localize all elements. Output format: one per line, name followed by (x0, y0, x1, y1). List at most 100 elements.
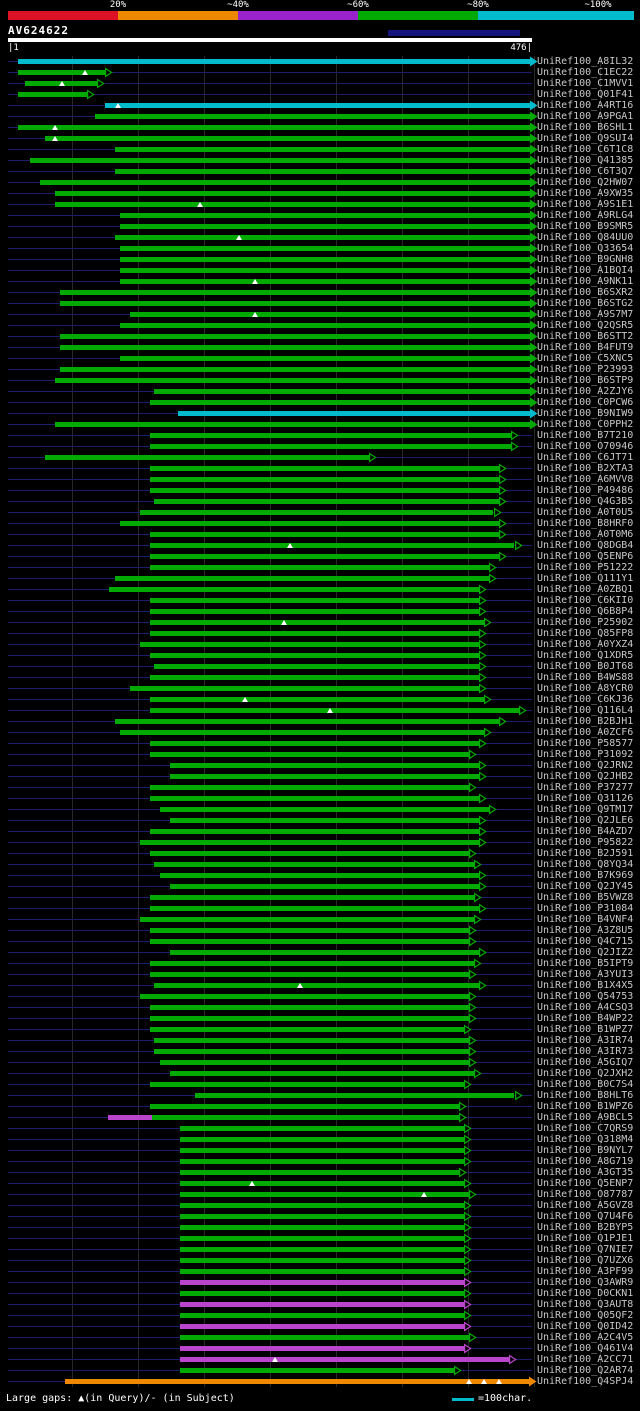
alignment-bar[interactable] (169, 950, 480, 955)
hit-label[interactable]: UniRef100_B9NYL7 (537, 1145, 634, 1156)
hit-label[interactable]: UniRef100_P31092 (537, 749, 634, 760)
alignment-bar[interactable] (45, 136, 530, 141)
alignment-bar[interactable] (179, 1247, 464, 1252)
hit-label[interactable]: UniRef100_B6SXR2 (537, 287, 634, 298)
hit-label[interactable]: UniRef100_Q111Y1 (537, 573, 634, 584)
alignment-bar[interactable] (150, 444, 512, 449)
alignment-bar[interactable] (114, 169, 530, 174)
hit-label[interactable]: UniRef100_O87787 (537, 1189, 634, 1200)
alignment-bar[interactable] (179, 1258, 464, 1263)
alignment-bar[interactable] (179, 1280, 464, 1285)
hit-label[interactable]: UniRef100_Q54753 (537, 991, 634, 1002)
alignment-bar[interactable] (150, 752, 470, 757)
hit-label[interactable]: UniRef100_Q1XDR5 (537, 650, 634, 661)
hit-label[interactable]: UniRef100_Q7NIE7 (537, 1244, 634, 1255)
alignment-bar[interactable] (150, 851, 470, 856)
alignment-bar[interactable] (65, 1379, 529, 1384)
hit-label[interactable]: UniRef100_Q4G3B5 (537, 496, 634, 507)
alignment-bar[interactable] (108, 1115, 153, 1120)
hit-label[interactable]: UniRef100_B6STG2 (537, 298, 634, 309)
hit-label[interactable]: UniRef100_C6KII0 (537, 595, 634, 606)
hit-label[interactable]: UniRef100_B2BYP5 (537, 1222, 634, 1233)
hit-label[interactable]: UniRef100_A3IR73 (537, 1046, 634, 1057)
alignment-bar[interactable] (150, 609, 480, 614)
alignment-bar[interactable] (120, 224, 530, 229)
alignment-bar[interactable] (150, 1027, 464, 1032)
alignment-bar[interactable] (59, 301, 530, 306)
alignment-bar[interactable] (150, 488, 499, 493)
alignment-bar[interactable] (179, 1225, 464, 1230)
alignment-bar[interactable] (179, 1346, 464, 1351)
hit-label[interactable]: UniRef100_Q5ENP7 (537, 1178, 634, 1189)
hit-label[interactable]: UniRef100_Q318M4 (537, 1134, 634, 1145)
hit-label[interactable]: UniRef100_P25902 (537, 617, 634, 628)
alignment-bar[interactable] (150, 653, 480, 658)
hit-label[interactable]: UniRef100_B4WP22 (537, 1013, 634, 1024)
hit-label[interactable]: UniRef100_B6STP9 (537, 375, 634, 386)
hit-label[interactable]: UniRef100_A3PF99 (537, 1266, 634, 1277)
hit-label[interactable]: UniRef100_A0ZCF6 (537, 727, 634, 738)
alignment-bar[interactable] (130, 312, 530, 317)
alignment-bar[interactable] (30, 158, 530, 163)
hit-label[interactable]: UniRef100_A3IR74 (537, 1035, 634, 1046)
alignment-bar[interactable] (154, 499, 499, 504)
alignment-bar[interactable] (130, 686, 480, 691)
alignment-bar[interactable] (169, 884, 480, 889)
hit-label[interactable]: UniRef100_C0PPH2 (537, 419, 634, 430)
alignment-bar[interactable] (150, 543, 515, 548)
hit-label[interactable]: UniRef100_B6SHL1 (537, 122, 634, 133)
alignment-bar[interactable] (150, 1082, 464, 1087)
hit-label[interactable]: UniRef100_Q4C715 (537, 936, 634, 947)
hit-label[interactable]: UniRef100_A9XW35 (537, 188, 634, 199)
hit-label[interactable]: UniRef100_A8YCR0 (537, 683, 634, 694)
hit-label[interactable]: UniRef100_A9RLG4 (537, 210, 634, 221)
alignment-bar[interactable] (55, 191, 530, 196)
hit-label[interactable]: UniRef100_Q2JIZ2 (537, 947, 634, 958)
alignment-bar[interactable] (150, 631, 480, 636)
alignment-bar[interactable] (150, 1104, 460, 1109)
hit-label[interactable]: UniRef100_C6KJ36 (537, 694, 634, 705)
alignment-bar[interactable] (120, 213, 530, 218)
alignment-bar[interactable] (150, 796, 480, 801)
hit-label[interactable]: UniRef100_A0ZBQ1 (537, 584, 634, 595)
hit-label[interactable]: UniRef100_A0YXZ4 (537, 639, 634, 650)
alignment-bar[interactable] (150, 972, 470, 977)
alignment-bar[interactable] (55, 378, 530, 383)
alignment-bar[interactable] (154, 1049, 470, 1054)
alignment-bar[interactable] (17, 92, 88, 97)
alignment-bar[interactable] (55, 202, 530, 207)
hit-label[interactable]: UniRef100_Q85FP8 (537, 628, 634, 639)
alignment-bar[interactable] (120, 246, 530, 251)
alignment-bar[interactable] (39, 180, 530, 185)
hit-label[interactable]: UniRef100_B1WPZ6 (537, 1101, 634, 1112)
alignment-bar[interactable] (120, 521, 500, 526)
alignment-bar[interactable] (150, 928, 470, 933)
hit-label[interactable]: UniRef100_B2J591 (537, 848, 634, 859)
alignment-bar[interactable] (114, 147, 530, 152)
hit-label[interactable]: UniRef100_B2XTA3 (537, 463, 634, 474)
alignment-bar[interactable] (169, 1071, 474, 1076)
hit-label[interactable]: UniRef100_C7QRS9 (537, 1123, 634, 1134)
hit-label[interactable]: UniRef100_A5GIQ7 (537, 1057, 634, 1068)
alignment-bar[interactable] (17, 125, 530, 130)
alignment-bar[interactable] (114, 576, 490, 581)
hit-label[interactable]: UniRef100_Q7UZX6 (537, 1255, 634, 1266)
hit-label[interactable]: UniRef100_A1BQI4 (537, 265, 634, 276)
alignment-bar[interactable] (59, 290, 530, 295)
alignment-bar[interactable] (179, 1269, 464, 1274)
hit-label[interactable]: UniRef100_Q2JHB2 (537, 771, 634, 782)
hit-label[interactable]: UniRef100_B1X4X5 (537, 980, 634, 991)
alignment-bar[interactable] (17, 70, 105, 75)
alignment-bar[interactable] (150, 1005, 470, 1010)
hit-label[interactable]: UniRef100_Q4SPJ4 (537, 1376, 634, 1387)
hit-label[interactable]: UniRef100_P95822 (537, 837, 634, 848)
hit-label[interactable]: UniRef100_B6STT2 (537, 331, 634, 342)
hit-label[interactable]: UniRef100_B9GNH8 (537, 254, 634, 265)
hit-label[interactable]: UniRef100_B5VWZ8 (537, 892, 634, 903)
alignment-bar[interactable] (159, 1060, 470, 1065)
hit-label[interactable]: UniRef100_P58577 (537, 738, 634, 749)
alignment-bar[interactable] (154, 664, 480, 669)
alignment-bar[interactable] (179, 1324, 464, 1329)
hit-label[interactable]: UniRef100_Q84UU0 (537, 232, 634, 243)
alignment-bar[interactable] (59, 334, 530, 339)
